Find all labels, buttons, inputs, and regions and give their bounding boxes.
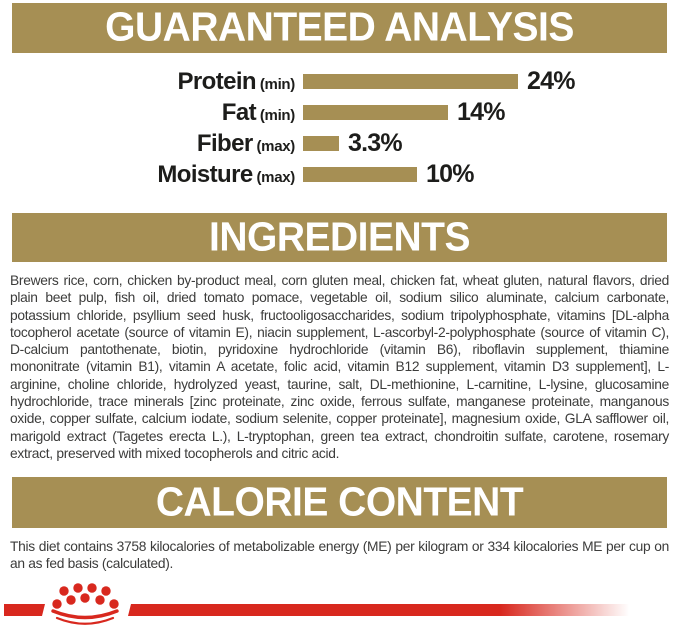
nutrient-name: Protein <box>177 67 256 95</box>
guaranteed-analysis-header: GUARANTEED ANALYSIS <box>12 3 667 53</box>
analysis-row-fat: Fat (min) 14% <box>0 97 679 128</box>
analysis-row-moisture: Moisture (max) 10% <box>0 159 679 190</box>
left-red-bar <box>4 604 45 616</box>
ingredients-text: Brewers rice, corn, chicken by-product m… <box>10 273 669 461</box>
nutrient-qualifier: (min) <box>255 106 295 124</box>
crown-base-arcs <box>51 609 119 625</box>
nutrient-bar <box>303 74 518 89</box>
crown-dots-icon <box>52 583 119 609</box>
guaranteed-analysis-title: GUARANTEED ANALYSIS <box>105 5 574 50</box>
royal-canin-crown-logo <box>4 583 645 625</box>
right-red-bar <box>128 604 645 616</box>
nutrient-label: Protein (min) <box>0 68 303 96</box>
nutrient-qualifier: (min) <box>255 75 295 93</box>
nutrient-name: Fiber <box>196 129 253 157</box>
nutrient-bar <box>303 105 448 120</box>
analysis-row-fiber: Fiber (max) 3.3% <box>0 128 679 159</box>
nutrient-qualifier: (max) <box>252 168 295 186</box>
ingredients-header: INGREDIENTS <box>12 213 667 262</box>
ingredients-title: INGREDIENTS <box>208 214 471 260</box>
guaranteed-analysis-chart: Protein (min) 24% Fat (min) 14% Fiber (max) 3… <box>0 62 679 190</box>
nutrient-label: Moisture (max) <box>0 161 303 189</box>
nutrient-value: 14% <box>457 98 505 126</box>
nutrient-name: Moisture <box>157 160 253 188</box>
calorie-content-header: CALORIE CONTENT <box>12 477 667 528</box>
nutrient-qualifier: (max) <box>252 137 295 155</box>
nutrient-label: Fiber (max) <box>0 130 303 158</box>
nutrient-bar <box>303 167 417 182</box>
nutrient-name: Fat <box>221 98 257 126</box>
nutrient-value: 3.3% <box>348 129 403 157</box>
calorie-content-title: CALORIE CONTENT <box>155 479 524 525</box>
calorie-content-text: This diet contains 3758 kilocalories of … <box>10 539 669 572</box>
nutrient-label: Fat (min) <box>0 99 303 127</box>
analysis-row-protein: Protein (min) 24% <box>0 66 679 97</box>
nutrient-value: 10% <box>426 160 474 188</box>
nutrient-bar <box>303 136 339 151</box>
nutrient-value: 24% <box>527 67 575 95</box>
